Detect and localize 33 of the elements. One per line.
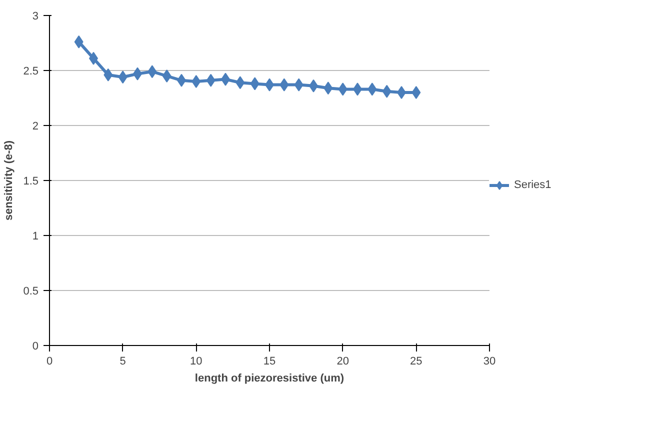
point [104, 68, 113, 82]
y-tick-label: 1.5 [23, 176, 39, 188]
x-tick-label: 20 [336, 356, 349, 368]
x-tick-label: 25 [410, 356, 422, 368]
point [118, 70, 128, 84]
y-tick-label: 2 [32, 120, 39, 132]
x-tick-label: 15 [263, 356, 276, 368]
x-axis-title: length of piezoresistive (um) [194, 372, 344, 384]
y-tick-label: 0 [32, 340, 39, 352]
x-tick-label: 5 [120, 356, 126, 368]
point [324, 82, 333, 95]
point [74, 35, 84, 48]
point [280, 78, 289, 92]
point [192, 75, 201, 88]
x-tick-label: 30 [483, 356, 496, 368]
point [250, 77, 260, 90]
x-tick-label: 10 [190, 356, 202, 368]
point [148, 65, 157, 78]
point [294, 78, 304, 92]
point [368, 82, 377, 96]
x-tick-label: 0 [46, 356, 53, 368]
point [412, 86, 421, 99]
point [338, 82, 348, 96]
y-tick-label: 2.5 [23, 66, 39, 78]
point [236, 76, 245, 90]
y-tick-label: 3 [32, 10, 39, 22]
y-tick-label: 0.5 [23, 286, 39, 298]
y-axis-title: sensitivity (e-8) [3, 140, 16, 221]
point [206, 74, 216, 87]
y-tick-label: 1 [32, 230, 39, 242]
point [162, 70, 172, 82]
legend-label: Series1 [514, 179, 552, 191]
point [382, 84, 392, 98]
